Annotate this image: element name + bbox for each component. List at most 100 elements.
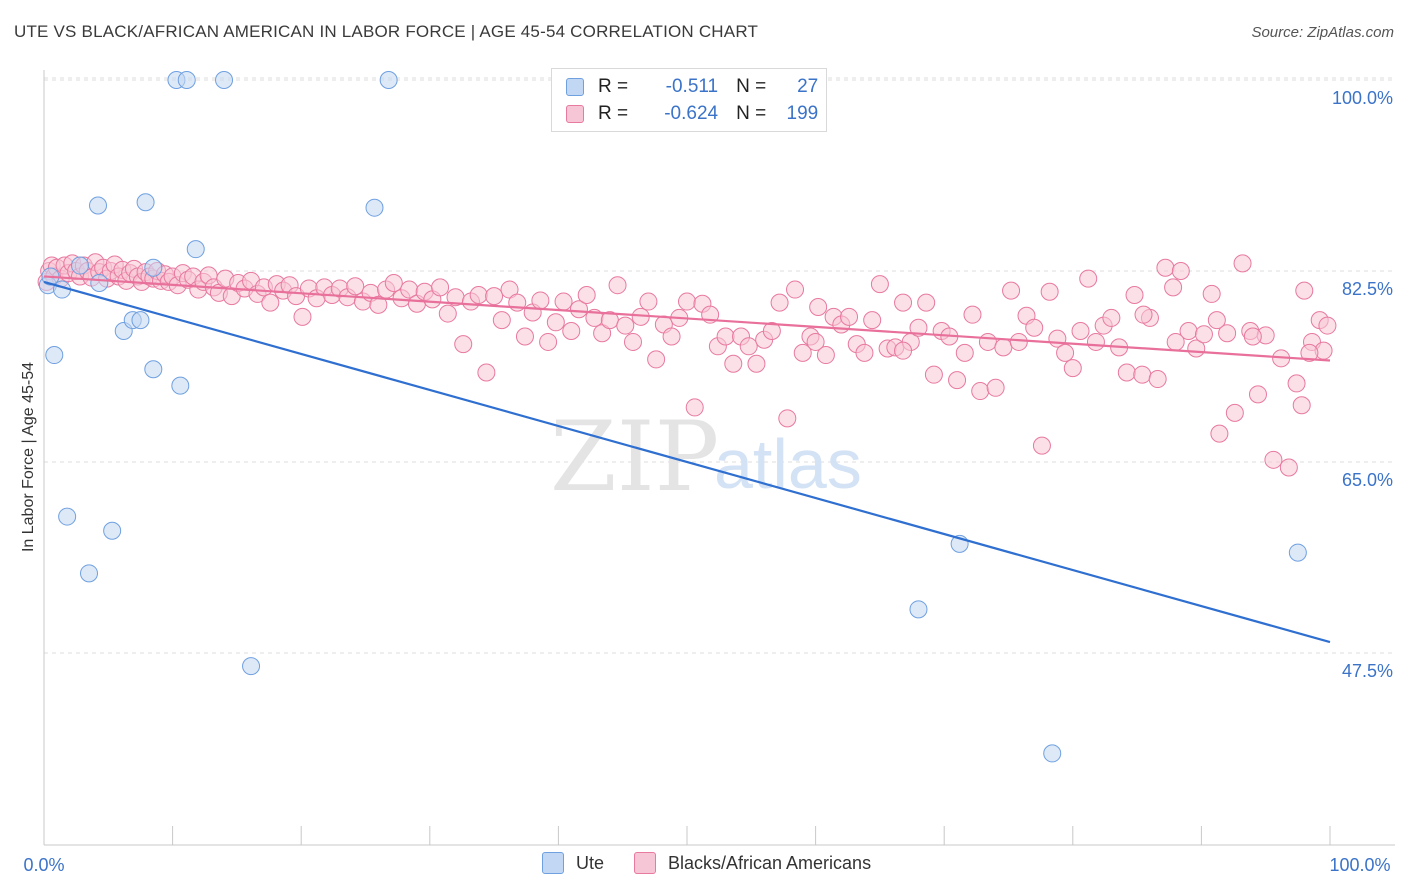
data-point: [562, 322, 581, 341]
data-point: [778, 409, 797, 428]
data-point: [1117, 363, 1136, 382]
watermark-zip: ZIP: [550, 401, 719, 513]
data-point: [554, 292, 573, 311]
data-point: [1002, 281, 1021, 300]
y-tick-label: 65.0%: [1342, 470, 1393, 490]
data-point: [293, 307, 312, 326]
data-point: [438, 304, 457, 323]
data-point: [870, 275, 889, 294]
data-point: [894, 293, 913, 312]
y-tick-label: 100.0%: [1332, 88, 1393, 108]
data-point: [616, 316, 635, 335]
x-tick-label-min: 0.0%: [23, 855, 64, 875]
data-point: [809, 298, 828, 317]
data-point: [492, 311, 511, 330]
data-point: [1318, 316, 1337, 335]
data-point: [1043, 744, 1062, 763]
legend-n-value: 27: [797, 76, 819, 97]
data-point: [793, 343, 812, 362]
data-point: [1063, 359, 1082, 378]
data-point: [1079, 269, 1098, 288]
data-point: [1171, 262, 1190, 280]
data-point: [515, 327, 534, 346]
data-point: [1225, 403, 1244, 422]
data-point: [1287, 374, 1306, 393]
data-point: [71, 256, 90, 275]
data-point: [261, 293, 280, 312]
ute-points: [38, 71, 1307, 763]
bottom-legend-ute[interactable]: Ute: [542, 852, 604, 874]
data-point: [840, 307, 859, 326]
data-point: [948, 371, 967, 390]
data-point: [917, 293, 936, 312]
data-point: [1040, 282, 1059, 301]
data-point: [144, 258, 163, 277]
data-point: [716, 327, 735, 346]
data-point: [90, 274, 109, 293]
data-point: [144, 360, 163, 379]
data-point: [186, 240, 205, 259]
data-point: [1295, 281, 1314, 300]
data-point: [747, 354, 766, 373]
data-point: [639, 292, 658, 311]
data-point: [171, 376, 190, 395]
data-point: [1133, 365, 1152, 384]
data-point: [963, 305, 982, 324]
data-point: [1300, 343, 1319, 362]
data-point: [1009, 332, 1028, 351]
data-point: [136, 193, 155, 212]
bottom-legend-black[interactable]: Blacks/African Americans: [634, 852, 871, 874]
data-point: [80, 564, 99, 583]
data-point: [454, 335, 473, 354]
grid-lines: [44, 77, 1395, 654]
data-point: [924, 365, 943, 384]
data-point: [806, 332, 825, 351]
data-point: [346, 277, 365, 296]
legend-swatch-black: [566, 105, 584, 123]
data-point: [678, 292, 696, 311]
data-point: [384, 274, 403, 293]
data-point: [45, 346, 64, 365]
data-point: [569, 300, 588, 319]
data-point: [1071, 322, 1090, 341]
data-point: [577, 286, 596, 305]
data-point: [1032, 436, 1051, 455]
data-point: [89, 196, 108, 215]
trend-lines: [43, 275, 1331, 644]
data-point: [1086, 332, 1105, 351]
data-point: [724, 354, 743, 373]
bottom-legend-swatch-black: [634, 852, 656, 874]
bottom-legend-swatch-ute: [542, 852, 564, 874]
data-point: [531, 291, 550, 310]
data-point: [485, 287, 504, 306]
data-point: [546, 313, 565, 332]
data-point: [379, 71, 398, 89]
data-point: [1056, 343, 1075, 362]
data-point: [608, 276, 627, 295]
data-point: [786, 280, 805, 299]
data-point: [369, 295, 388, 314]
data-point: [365, 198, 384, 217]
data-point: [647, 350, 666, 369]
trend-line-black: [43, 275, 1331, 362]
y-axis-label: In Labor Force | Age 45-54: [20, 362, 37, 552]
data-point: [662, 327, 681, 346]
data-point: [1233, 254, 1252, 273]
data-point: [978, 332, 997, 351]
data-point: [1248, 385, 1267, 404]
data-point: [909, 600, 928, 619]
data-point: [1125, 286, 1144, 305]
data-point: [1210, 424, 1229, 443]
data-point: [770, 293, 789, 312]
data-point: [994, 338, 1013, 357]
data-point: [1218, 324, 1237, 343]
legend-n-label: N =: [736, 76, 767, 97]
bottom-legend-label-ute: Ute: [576, 852, 605, 873]
trend-line-ute: [43, 280, 1331, 644]
data-point: [177, 71, 196, 89]
data-point: [986, 378, 1005, 397]
data-point: [1156, 258, 1175, 277]
data-point: [909, 318, 928, 337]
data-point: [1025, 318, 1044, 337]
data-point: [1194, 325, 1213, 344]
